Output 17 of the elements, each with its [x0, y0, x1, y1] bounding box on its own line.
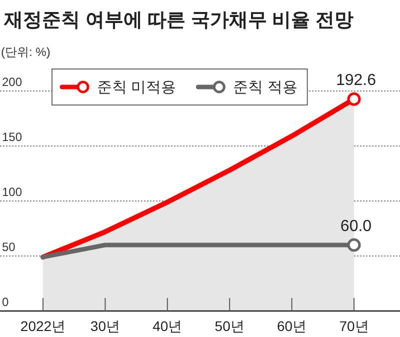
x-tick-label: 70년: [339, 318, 369, 334]
y-tick-label: 0: [2, 295, 9, 309]
chart-title: 재정준칙 여부에 따른 국가채무 비율 전망: [3, 10, 354, 31]
legend-label: 준칙 적용: [233, 79, 298, 96]
y-tick-label: 100: [2, 185, 22, 199]
chart-subtitle: (단위: %): [1, 45, 50, 59]
y-tick-label: 150: [2, 130, 22, 144]
legend-label: 준칙 미적용: [97, 79, 176, 96]
data-label: 60.0: [340, 218, 372, 235]
y-tick-label: 200: [2, 75, 22, 89]
y-tick-label: 50: [2, 240, 16, 254]
x-tick-label: 30년: [90, 318, 120, 334]
data-label: 192.6: [336, 72, 376, 90]
x-tick-label: 40년: [152, 318, 182, 334]
x-tick-label: 50년: [214, 318, 244, 334]
x-tick-label: 2022년: [20, 318, 66, 334]
x-tick-label: 60년: [277, 318, 307, 334]
